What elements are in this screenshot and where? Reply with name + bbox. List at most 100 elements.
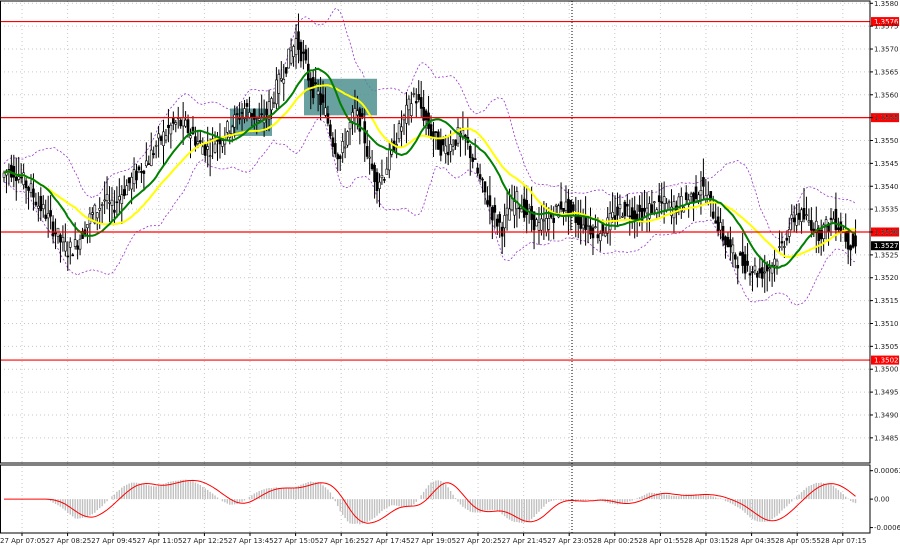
candle-body [270, 98, 273, 111]
x-tick-label: 27 Apr 20:25 [456, 537, 502, 545]
candle-body [314, 82, 317, 84]
candle-body [599, 233, 602, 242]
candle-body [230, 126, 234, 135]
candle-body [208, 155, 212, 158]
candle-body [27, 187, 30, 191]
x-tick-label: 27 Apr 09:45 [91, 537, 137, 545]
candle-body [351, 112, 354, 122]
x-tick-label: 27 Apr 13:45 [228, 537, 274, 545]
candle-body [385, 168, 389, 175]
candle-body [110, 199, 114, 206]
candle-body [336, 154, 340, 160]
candle-body [172, 118, 175, 124]
candle-body [753, 265, 757, 271]
level-lines: 1.3576 1.3555 1.3530 1.3502 1.3527 [0, 17, 899, 365]
candle-body [810, 220, 813, 231]
candle-body [807, 220, 811, 223]
candle-body [235, 113, 239, 115]
candle-body [267, 101, 271, 120]
candle-body [287, 48, 290, 69]
candle-body [711, 211, 715, 219]
candle-body [797, 212, 801, 220]
candle-body [115, 201, 119, 204]
candle-body [525, 200, 529, 215]
candle-body [657, 195, 661, 203]
candle-body [145, 160, 148, 167]
candle-body [34, 201, 38, 206]
candle-body [253, 108, 256, 120]
candle-body [650, 204, 654, 214]
candle-body [611, 211, 614, 218]
candle-body [824, 219, 828, 228]
x-tick-label: 27 Apr 07:05 [0, 537, 46, 545]
candle-body [2, 172, 6, 178]
candle-body [729, 239, 732, 248]
candle-body [721, 225, 725, 241]
candle-body [670, 206, 673, 216]
candle-body [108, 202, 111, 204]
candle-body [17, 176, 21, 180]
candle-body [71, 254, 75, 257]
x-tick-label: 28 Apr 03:15 [684, 537, 730, 545]
envelope-bands [3, 8, 856, 306]
candle-body [726, 236, 730, 248]
y-tick-label: 1.3500 [874, 366, 899, 374]
candle-body [594, 226, 597, 228]
candle-body [441, 138, 445, 146]
candle-body [849, 245, 852, 251]
candle-body [240, 112, 244, 114]
x-tick-label: 27 Apr 12:25 [182, 537, 228, 545]
candle-body [181, 117, 185, 127]
candle-body [331, 137, 335, 147]
candle-body [579, 215, 582, 229]
candle-body [326, 113, 330, 124]
candle-body [196, 141, 200, 144]
candle-body [802, 208, 806, 220]
candle-body [169, 124, 173, 135]
y-tick-label: 1.3575 [874, 23, 899, 31]
candle-body [768, 267, 771, 270]
candle-body [321, 94, 325, 103]
y-tick-label: 1.3515 [874, 297, 899, 305]
candle-body [245, 103, 249, 107]
candle-body [275, 79, 278, 105]
candle-body [61, 237, 65, 243]
candle-body [294, 38, 298, 55]
candle-body [368, 156, 371, 159]
candle-body [486, 200, 489, 205]
level-label: 1.3502 [874, 357, 899, 365]
candle-body [829, 217, 833, 220]
candle-body [616, 206, 619, 216]
candle-body [630, 207, 634, 222]
candle-body [14, 176, 18, 182]
candle-body [333, 143, 337, 155]
chart-frame [0, 0, 871, 534]
candle-body [743, 254, 747, 274]
candle-body [591, 227, 595, 239]
candle-body [648, 203, 651, 219]
candle-body [535, 219, 538, 227]
candle-body [329, 124, 332, 137]
candle-body [105, 194, 109, 202]
candle-body [763, 271, 767, 274]
candle-body [319, 93, 322, 105]
candle-body [731, 244, 735, 254]
candle-body [476, 167, 479, 174]
candle-body [32, 188, 35, 198]
candle-body [186, 119, 190, 133]
candle-body [86, 224, 89, 229]
candle-body [157, 133, 160, 139]
candle-body [817, 227, 821, 242]
candle-body [93, 204, 97, 224]
candle-body [324, 107, 327, 116]
candle-body [483, 181, 487, 193]
candle-body [564, 201, 568, 211]
candle-body [473, 158, 477, 160]
candle-body [719, 222, 722, 231]
x-tick-label: 27 Apr 21:45 [502, 537, 548, 545]
candle-body [545, 218, 548, 233]
y-tick-label: 1.3580 [874, 0, 899, 8]
candle-body [302, 51, 305, 54]
candle-body [194, 136, 197, 146]
candle-body [684, 192, 688, 200]
